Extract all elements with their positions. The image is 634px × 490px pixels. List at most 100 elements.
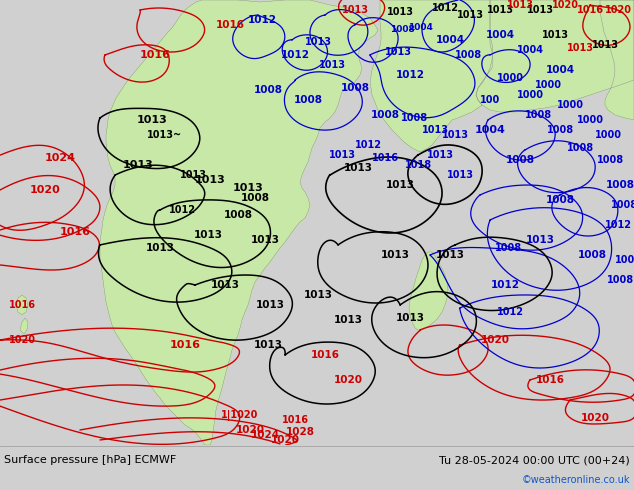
- Text: 1013: 1013: [122, 160, 153, 170]
- Text: 1000: 1000: [595, 130, 621, 140]
- Polygon shape: [370, 0, 493, 152]
- Text: 1012: 1012: [496, 307, 524, 317]
- Polygon shape: [16, 295, 28, 315]
- Text: 1008: 1008: [294, 95, 323, 105]
- Text: 1020: 1020: [604, 5, 631, 15]
- Polygon shape: [476, 0, 634, 112]
- Text: 1013: 1013: [318, 60, 346, 70]
- Text: 1020: 1020: [271, 435, 299, 445]
- Text: 1008: 1008: [455, 50, 482, 60]
- Text: 1013: 1013: [195, 175, 225, 185]
- Text: 1008: 1008: [545, 195, 574, 205]
- Text: 1008: 1008: [254, 85, 283, 95]
- Text: 1020: 1020: [481, 335, 510, 345]
- Text: 100: 100: [480, 95, 500, 105]
- Text: 1004: 1004: [486, 30, 515, 40]
- Text: 1013~: 1013~: [148, 130, 183, 140]
- Text: 1004: 1004: [517, 45, 543, 55]
- Text: 1013: 1013: [304, 37, 332, 47]
- Text: 1020: 1020: [581, 413, 609, 423]
- Text: 1013: 1013: [233, 183, 263, 193]
- Text: 1013: 1013: [441, 130, 469, 140]
- Text: 1012: 1012: [280, 50, 309, 60]
- Text: 1013: 1013: [193, 230, 223, 240]
- Text: 1013: 1013: [427, 150, 453, 160]
- Text: 1008: 1008: [495, 243, 522, 253]
- Text: 1024: 1024: [44, 153, 75, 163]
- Text: 1008: 1008: [524, 110, 552, 120]
- Text: 1000: 1000: [534, 80, 562, 90]
- Text: 1012: 1012: [169, 205, 195, 215]
- Polygon shape: [409, 252, 448, 330]
- Text: 1000: 1000: [576, 115, 604, 125]
- Text: 1|1020: 1|1020: [221, 410, 259, 420]
- Text: 1008: 1008: [240, 193, 269, 203]
- Text: 1024: 1024: [250, 430, 280, 440]
- Polygon shape: [100, 0, 378, 445]
- Text: 1008: 1008: [566, 143, 593, 153]
- Text: 1008: 1008: [605, 180, 634, 190]
- Text: 1016: 1016: [60, 227, 91, 237]
- Text: 1013: 1013: [304, 290, 332, 300]
- Text: 1013: 1013: [436, 250, 465, 260]
- Text: 1016: 1016: [576, 5, 604, 15]
- Text: 1012: 1012: [396, 70, 425, 80]
- Text: 1008: 1008: [224, 210, 252, 220]
- Text: 1016: 1016: [216, 20, 245, 30]
- Text: 1013: 1013: [526, 235, 555, 245]
- Text: 1016: 1016: [536, 375, 564, 385]
- Polygon shape: [600, 0, 634, 120]
- Text: 1008: 1008: [401, 113, 429, 123]
- Text: 1008: 1008: [607, 275, 633, 285]
- Text: 1013: 1013: [136, 115, 167, 125]
- Text: 1013: 1013: [396, 313, 425, 323]
- Text: 1013: 1013: [422, 125, 448, 135]
- Text: 1013: 1013: [145, 243, 174, 253]
- Text: 1012: 1012: [432, 3, 458, 13]
- Text: 1013: 1013: [567, 43, 593, 53]
- Text: 1013: 1013: [256, 300, 285, 310]
- Text: 1013: 1013: [541, 30, 569, 40]
- Text: 1008: 1008: [390, 25, 415, 34]
- Text: 1008: 1008: [578, 250, 607, 260]
- Text: 1013: 1013: [250, 235, 280, 245]
- Text: 1013: 1013: [592, 40, 619, 50]
- Text: 1008: 1008: [611, 200, 634, 210]
- Text: 1028: 1028: [285, 427, 314, 437]
- Text: 1000: 1000: [496, 73, 524, 83]
- Text: 1013: 1013: [384, 47, 411, 57]
- Polygon shape: [20, 318, 28, 334]
- Text: 1016: 1016: [372, 153, 399, 163]
- Text: 1013: 1013: [333, 315, 363, 325]
- Text: 1013: 1013: [380, 250, 410, 260]
- Text: 1013: 1013: [486, 5, 514, 15]
- Text: 1013: 1013: [179, 170, 207, 180]
- Text: 1013: 1013: [342, 5, 368, 15]
- Text: 1013: 1013: [385, 180, 415, 190]
- Text: 1016: 1016: [281, 415, 309, 425]
- Text: 1004: 1004: [408, 24, 432, 32]
- Text: 1004: 1004: [545, 65, 574, 75]
- Text: 1018: 1018: [404, 160, 432, 170]
- Text: 1012: 1012: [604, 220, 631, 230]
- Text: 1008: 1008: [340, 83, 370, 93]
- Text: 1000: 1000: [517, 90, 543, 100]
- Text: 1020: 1020: [30, 185, 60, 195]
- Text: 1020: 1020: [333, 375, 363, 385]
- Text: 1013: 1013: [210, 280, 240, 290]
- Text: ©weatheronline.co.uk: ©weatheronline.co.uk: [522, 475, 630, 485]
- Text: 1012: 1012: [491, 280, 519, 290]
- Text: 1013: 1013: [254, 340, 283, 350]
- Text: 1013: 1013: [446, 170, 474, 180]
- Text: 1012: 1012: [354, 140, 382, 150]
- Text: 1000: 1000: [557, 100, 583, 110]
- Text: 1016: 1016: [169, 340, 200, 350]
- Text: 1013: 1013: [526, 5, 553, 15]
- Text: 1008: 1008: [505, 155, 534, 165]
- Text: 1008: 1008: [547, 125, 574, 135]
- Text: 1013: 1013: [344, 163, 373, 173]
- Text: 1004: 1004: [436, 35, 465, 45]
- Text: 1016: 1016: [8, 300, 36, 310]
- Text: Surface pressure [hPa] ECMWF: Surface pressure [hPa] ECMWF: [4, 455, 176, 465]
- Text: 1016: 1016: [139, 50, 171, 60]
